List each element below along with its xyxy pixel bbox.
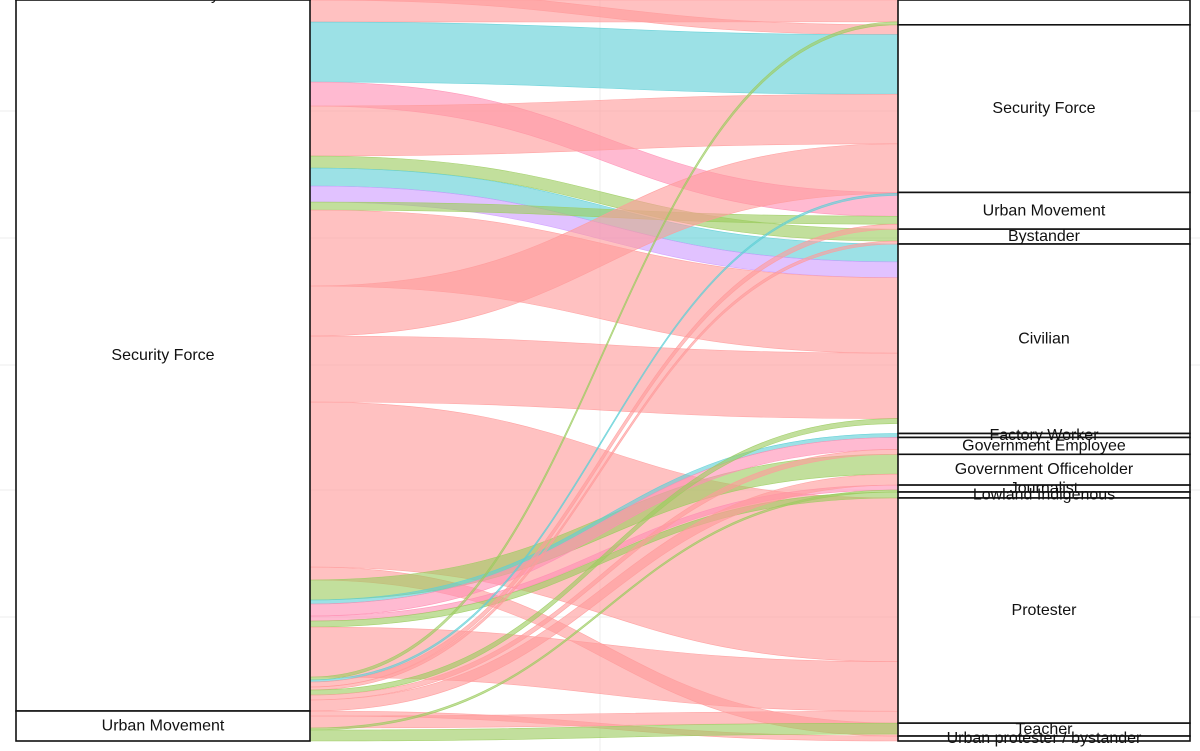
right-stratum-label-5: Factory Worker bbox=[989, 427, 1099, 444]
right-axis: Security Force Urban Movement Bystander Civ… bbox=[897, 0, 1191, 747]
left-stratum-label-0: Private Security bbox=[107, 0, 219, 4]
right-stratum-10 bbox=[897, 497, 1191, 724]
right-stratum-1 bbox=[897, 23, 1191, 194]
right-stratum-label-8: Journalist bbox=[1010, 480, 1079, 497]
right-stratum-label-11: Teacher bbox=[1016, 721, 1074, 738]
right-stratum-label-3: Bystander bbox=[1008, 228, 1081, 245]
right-stratum-label-9: Lowland Indigenous bbox=[973, 486, 1115, 503]
right-stratum-label-4: Civilian bbox=[1018, 330, 1070, 347]
flow-bands bbox=[309, 0, 899, 742]
flow-band-1 bbox=[309, 0, 899, 23]
left-stratum-label-1: Security Force bbox=[111, 347, 214, 364]
right-stratum-4 bbox=[897, 243, 1191, 435]
left-stratum-label-2: Urban Movement bbox=[102, 718, 225, 735]
left-stratum-2 bbox=[15, 710, 311, 742]
right-stratum-label-2: Urban Movement bbox=[983, 202, 1106, 219]
left-axis: Private Security Security Force Urban Move… bbox=[15, 0, 311, 742]
right-stratum-7 bbox=[897, 453, 1191, 486]
left-stratum-1 bbox=[15, 0, 311, 712]
right-stratum-2 bbox=[897, 191, 1191, 230]
right-stratum-label-6: Government Employee bbox=[962, 437, 1126, 454]
right-stratum-0 bbox=[897, 0, 1191, 26]
right-stratum-label-1: Security Force bbox=[992, 100, 1095, 117]
right-stratum-label-10: Protester bbox=[1012, 602, 1078, 619]
right-stratum-label-7: Government Officeholder bbox=[955, 461, 1134, 478]
right-stratum-12 bbox=[897, 735, 1191, 742]
right-stratum-label-12: Urban protester / bystander bbox=[947, 730, 1142, 747]
